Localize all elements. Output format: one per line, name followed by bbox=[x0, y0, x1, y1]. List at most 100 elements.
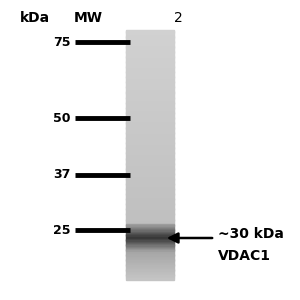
Bar bbox=[126, 164, 174, 166]
Bar bbox=[126, 120, 174, 122]
Bar bbox=[126, 163, 174, 165]
Bar bbox=[126, 176, 174, 177]
Bar bbox=[126, 34, 174, 35]
Bar bbox=[126, 153, 174, 155]
Bar bbox=[126, 132, 174, 134]
Bar bbox=[126, 64, 174, 65]
Bar bbox=[126, 131, 174, 133]
Bar bbox=[126, 83, 174, 85]
Bar bbox=[126, 95, 174, 97]
Bar bbox=[126, 166, 174, 167]
Bar bbox=[126, 172, 174, 174]
Bar bbox=[126, 245, 174, 247]
Bar bbox=[126, 52, 174, 54]
Bar bbox=[126, 135, 174, 136]
Bar bbox=[126, 100, 174, 101]
Bar bbox=[126, 128, 174, 130]
Bar bbox=[126, 203, 174, 205]
Bar bbox=[126, 115, 174, 116]
Bar bbox=[126, 126, 174, 128]
Text: VDAC1: VDAC1 bbox=[218, 249, 271, 263]
Bar bbox=[126, 264, 174, 266]
Bar bbox=[126, 169, 174, 171]
Bar bbox=[126, 149, 174, 151]
Bar bbox=[126, 243, 174, 244]
Bar bbox=[126, 226, 174, 227]
Bar bbox=[126, 65, 174, 67]
Bar bbox=[126, 269, 174, 271]
Bar bbox=[126, 244, 174, 246]
Bar bbox=[126, 112, 174, 114]
Bar bbox=[126, 234, 174, 236]
Bar bbox=[126, 171, 174, 172]
Bar bbox=[126, 80, 174, 82]
Bar bbox=[126, 199, 174, 201]
Bar bbox=[126, 72, 174, 74]
Bar bbox=[126, 154, 174, 156]
Bar bbox=[126, 262, 174, 263]
Bar bbox=[126, 123, 174, 125]
Bar bbox=[126, 201, 174, 202]
Bar bbox=[126, 143, 174, 145]
Bar bbox=[126, 179, 174, 181]
Bar bbox=[126, 227, 174, 229]
Bar bbox=[126, 44, 174, 45]
Bar bbox=[126, 193, 174, 195]
Bar bbox=[126, 38, 174, 39]
Bar bbox=[126, 103, 174, 105]
Bar bbox=[126, 105, 174, 106]
Bar bbox=[126, 278, 174, 280]
Bar bbox=[126, 82, 174, 84]
Bar bbox=[126, 86, 174, 88]
Bar bbox=[126, 69, 174, 70]
Bar bbox=[126, 177, 174, 179]
Bar bbox=[126, 127, 174, 129]
Bar bbox=[126, 111, 174, 113]
Bar bbox=[126, 147, 174, 149]
Bar bbox=[126, 140, 174, 141]
Bar bbox=[126, 158, 174, 160]
Bar bbox=[126, 36, 174, 38]
Bar bbox=[126, 42, 174, 44]
Bar bbox=[126, 101, 174, 103]
Bar bbox=[126, 196, 174, 197]
Bar bbox=[126, 259, 174, 261]
Bar bbox=[126, 272, 174, 273]
Bar bbox=[126, 47, 174, 49]
Text: ~30 kDa: ~30 kDa bbox=[218, 227, 284, 241]
Bar bbox=[126, 58, 174, 60]
Bar bbox=[126, 181, 174, 182]
Bar bbox=[126, 145, 174, 146]
Text: 25: 25 bbox=[53, 224, 71, 236]
Bar bbox=[126, 141, 174, 142]
Bar bbox=[126, 198, 174, 200]
Bar bbox=[126, 41, 174, 43]
Bar bbox=[126, 122, 174, 124]
Bar bbox=[126, 77, 174, 79]
Text: MW: MW bbox=[74, 11, 103, 25]
Bar bbox=[126, 260, 174, 262]
Text: 37: 37 bbox=[54, 169, 71, 182]
Bar bbox=[126, 40, 174, 42]
Bar bbox=[126, 212, 174, 214]
Bar bbox=[126, 230, 174, 232]
Bar bbox=[126, 70, 174, 72]
Bar bbox=[126, 265, 174, 267]
Bar bbox=[126, 85, 174, 86]
Bar bbox=[126, 57, 174, 59]
Bar bbox=[126, 220, 174, 222]
Bar bbox=[126, 209, 174, 211]
Bar bbox=[126, 224, 174, 226]
Bar bbox=[126, 32, 174, 34]
Bar bbox=[126, 51, 174, 53]
Bar bbox=[126, 96, 174, 98]
Bar bbox=[126, 240, 174, 242]
Bar bbox=[126, 249, 174, 251]
Bar bbox=[126, 62, 174, 64]
Bar bbox=[126, 90, 174, 92]
Bar bbox=[126, 178, 174, 180]
Bar bbox=[126, 194, 174, 196]
Bar bbox=[126, 218, 174, 220]
Bar bbox=[126, 106, 174, 108]
Bar bbox=[126, 87, 174, 89]
